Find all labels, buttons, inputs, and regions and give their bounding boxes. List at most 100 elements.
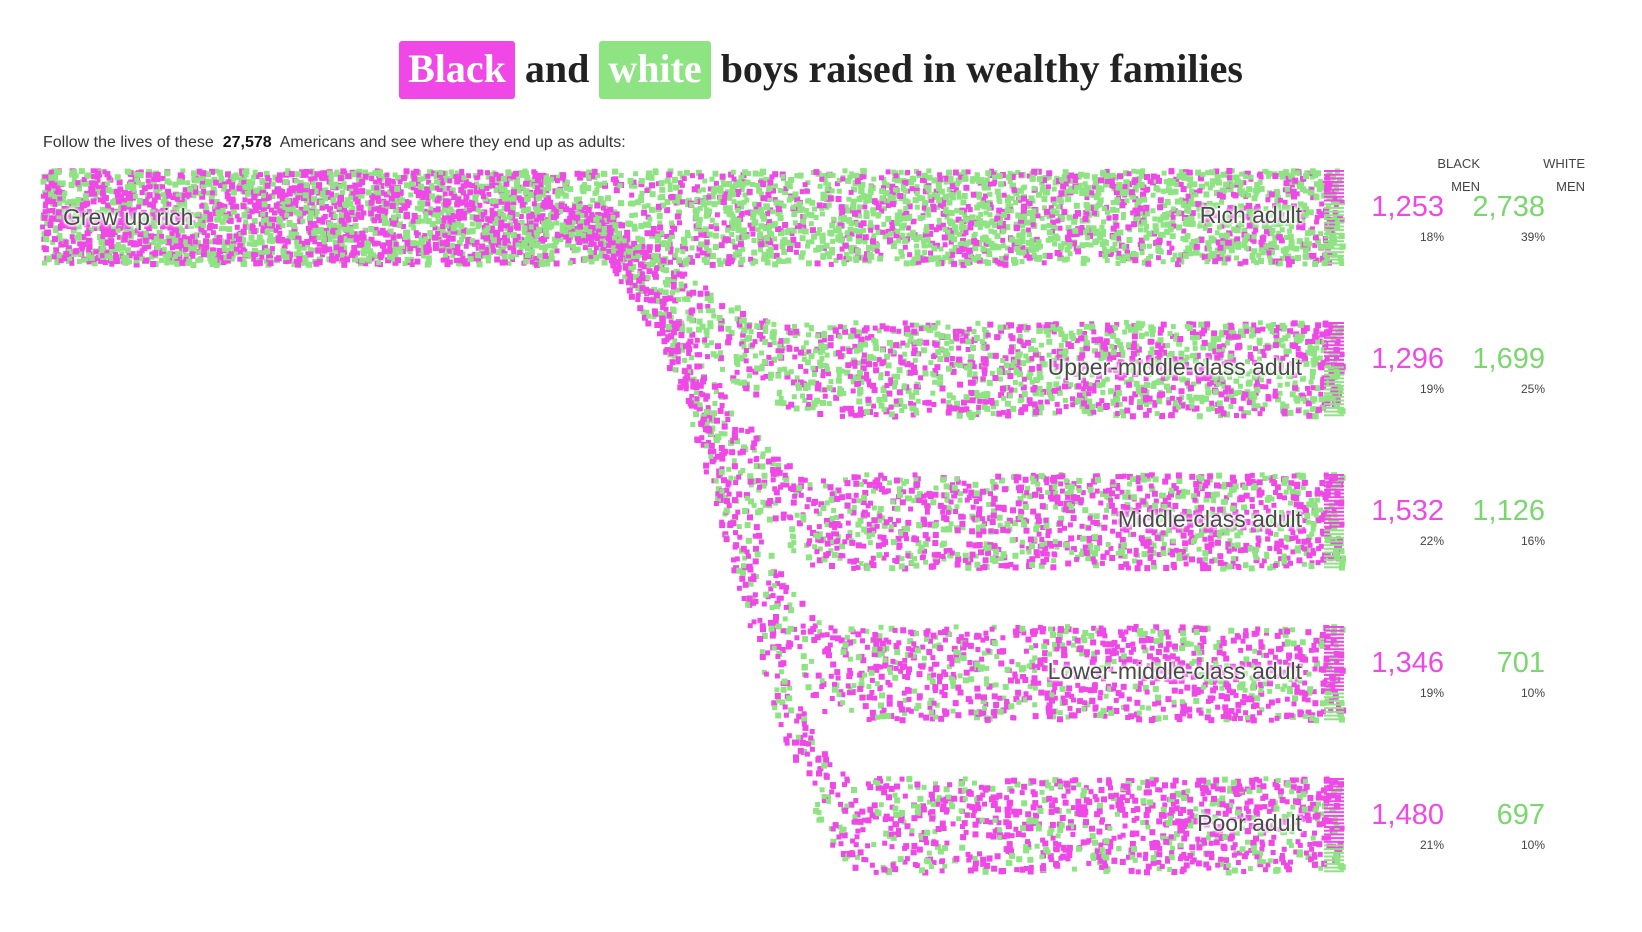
flow-dot	[617, 183, 623, 189]
flow-dot	[539, 205, 546, 212]
source-dot	[323, 204, 329, 209]
flow-dot	[1179, 210, 1185, 216]
source-dot	[355, 258, 361, 264]
flow-dot	[1176, 257, 1182, 263]
flow-dot	[848, 249, 854, 255]
source-dot	[83, 180, 90, 187]
flow-dot	[909, 229, 916, 236]
source-dot	[164, 260, 170, 266]
flow-dot	[1296, 183, 1303, 190]
source-dot	[193, 189, 198, 195]
source-dot	[432, 242, 439, 248]
flow-dot	[1024, 219, 1031, 226]
flow-dot	[577, 174, 584, 181]
source-dot	[168, 214, 175, 221]
flow-dot	[885, 203, 891, 209]
flow-dot	[1141, 215, 1147, 220]
source-dot	[160, 184, 165, 190]
source-dot	[379, 207, 385, 214]
flow-dot	[1072, 173, 1079, 180]
flow-dot	[725, 225, 731, 230]
source-dot	[371, 252, 377, 258]
flow-dot	[1098, 177, 1104, 184]
source-dot	[371, 240, 378, 247]
source-dot	[122, 256, 129, 263]
source-dot	[216, 201, 222, 207]
source-dot	[169, 258, 176, 265]
flow-dot	[1017, 187, 1024, 194]
flow-dot	[1278, 237, 1285, 244]
source-dot	[325, 190, 331, 196]
source-dot	[205, 190, 210, 196]
flow-dot	[1168, 168, 1175, 175]
flow-dot	[898, 169, 904, 175]
source-dot	[410, 185, 416, 191]
source-dot	[47, 222, 54, 228]
flow-dot	[714, 186, 720, 192]
flow-dot	[1001, 211, 1008, 218]
flow-dot	[1057, 197, 1064, 204]
source-dot	[502, 235, 507, 240]
source-dot	[504, 201, 511, 208]
source-dot	[404, 256, 411, 263]
source-dot	[169, 231, 175, 237]
source-dot	[124, 247, 131, 254]
flow-dot	[1219, 223, 1225, 229]
source-dot	[419, 238, 426, 245]
flow-dot	[1061, 209, 1068, 216]
flow-dot	[1156, 248, 1163, 254]
source-dot	[167, 224, 174, 231]
flow-dot	[983, 242, 989, 247]
flow-dot	[1242, 258, 1249, 265]
flow-dot	[1013, 225, 1020, 232]
flow-dot	[815, 247, 821, 253]
flow-dot	[899, 224, 906, 231]
source-dot	[197, 191, 203, 196]
flow-dot	[1023, 252, 1030, 259]
flow-dot	[1007, 247, 1014, 254]
flow-dot	[937, 202, 943, 208]
flow-dot	[679, 261, 685, 268]
source-dot	[84, 230, 91, 237]
source-dot	[58, 223, 63, 229]
source-dot	[304, 169, 309, 174]
flow-dot	[735, 222, 742, 229]
flow-dot	[1285, 205, 1292, 211]
source-dot	[333, 244, 340, 251]
source-dot	[418, 248, 425, 255]
source-dot	[224, 193, 231, 200]
flow-dot	[946, 199, 953, 206]
source-dot	[203, 206, 210, 213]
source-dot	[113, 188, 119, 194]
flow-dot	[553, 238, 560, 245]
source-dot	[282, 178, 289, 185]
source-dot	[398, 197, 405, 204]
flow-dot	[887, 193, 893, 199]
flow-dot	[1150, 208, 1156, 214]
flow-dot	[741, 233, 748, 240]
source-dot	[88, 227, 94, 233]
flow-dot	[1138, 237, 1145, 244]
source-dot	[383, 191, 390, 198]
source-dot	[519, 202, 526, 209]
flow-dot	[1113, 247, 1119, 253]
source-dot	[319, 170, 325, 176]
flow-dot	[909, 259, 916, 266]
flow-dot	[1004, 224, 1011, 231]
flow-dot	[867, 252, 873, 258]
flow-dot	[1016, 195, 1022, 201]
flow-dot	[1056, 178, 1062, 184]
source-dot	[533, 214, 539, 220]
source-dot	[483, 250, 489, 256]
flow-dot	[681, 176, 687, 182]
flow-dot	[926, 212, 932, 218]
flow-dot	[1025, 227, 1031, 233]
flow-dot	[1284, 186, 1290, 192]
flow-dot	[1145, 186, 1151, 192]
flow-dot	[740, 246, 746, 252]
flow-dot	[709, 176, 715, 182]
source-dot	[338, 242, 345, 249]
flow-dot	[1027, 201, 1033, 206]
flow-dot	[907, 252, 913, 258]
flow-dot	[1266, 173, 1271, 179]
